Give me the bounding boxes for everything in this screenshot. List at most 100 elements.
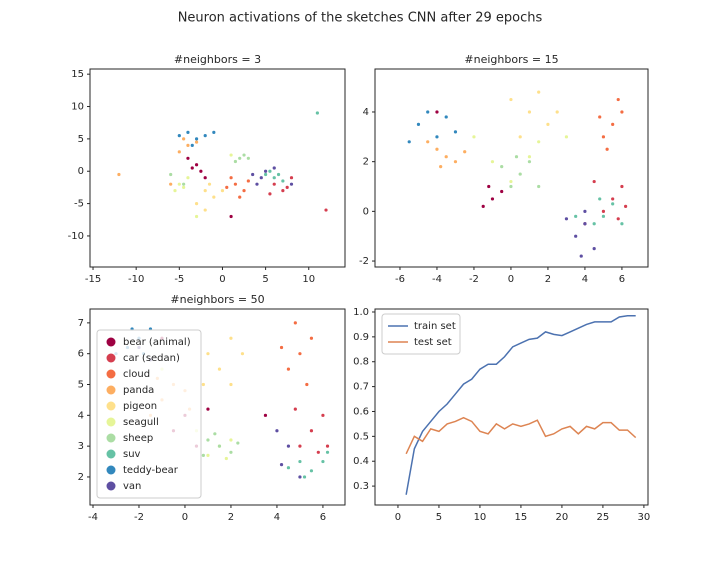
y-tick-label: -5 [74, 199, 84, 210]
point [583, 209, 587, 213]
x-tick-label: 6 [320, 512, 326, 523]
axes-frame [89, 308, 346, 506]
point [276, 172, 281, 177]
point [275, 429, 279, 433]
x-tick-label: 5 [262, 274, 268, 285]
point [611, 197, 615, 201]
point [169, 182, 173, 186]
point [616, 217, 620, 221]
y-tick-label: 4 [363, 107, 369, 118]
point [435, 110, 439, 114]
x-tick-label: -4 [88, 512, 98, 523]
point [286, 367, 291, 371]
subplot-title: #neighbors = 3 [174, 53, 261, 66]
point [240, 352, 245, 356]
point [194, 163, 199, 167]
point [225, 185, 229, 190]
point [220, 189, 225, 193]
x-tick-label: 4 [274, 512, 280, 523]
point [527, 110, 532, 114]
point [206, 453, 210, 457]
point [286, 444, 291, 448]
point [298, 444, 302, 448]
point [207, 182, 212, 186]
point [264, 169, 268, 173]
point [182, 137, 186, 141]
point [321, 413, 325, 417]
point [509, 184, 513, 189]
point [236, 441, 240, 445]
point [229, 450, 233, 454]
point [592, 247, 596, 251]
point [186, 143, 190, 147]
y-tick-label: 5 [78, 380, 84, 391]
point [194, 201, 199, 206]
point [281, 189, 285, 193]
point [206, 407, 210, 411]
point [598, 197, 602, 201]
point [453, 130, 458, 134]
point [233, 159, 238, 164]
point [194, 214, 199, 219]
point [203, 134, 207, 138]
point [242, 189, 246, 193]
point [177, 134, 181, 138]
point [509, 179, 513, 184]
point [268, 169, 272, 173]
x-tick-label: 0 [219, 274, 225, 285]
point [229, 382, 233, 387]
point [324, 208, 328, 212]
point [592, 222, 596, 226]
legend-label: teddy-bear [123, 465, 179, 476]
plot-area [405, 314, 637, 495]
point [298, 475, 302, 479]
legend-label: pigeon [123, 401, 157, 412]
point [182, 182, 186, 186]
x-tick-label: -2 [469, 274, 479, 285]
x-tick-label: 0 [395, 512, 401, 523]
point [605, 147, 609, 151]
point [238, 195, 242, 199]
point [302, 475, 307, 479]
point [169, 172, 173, 177]
point [212, 130, 216, 135]
point [217, 367, 222, 371]
y-tick-label: 0.5 [353, 431, 369, 442]
axes-frame [374, 68, 649, 268]
point [201, 382, 205, 387]
x-tick-label: -2 [134, 512, 144, 523]
point [281, 179, 285, 183]
point [242, 153, 246, 157]
point [527, 160, 532, 164]
x-tick-label: -6 [395, 274, 405, 285]
point [592, 179, 596, 184]
point [490, 197, 495, 201]
point [293, 321, 297, 325]
point [500, 165, 504, 169]
point [238, 156, 242, 160]
legend-marker [106, 401, 116, 411]
point [472, 135, 476, 139]
x-tick-label: 2 [228, 512, 234, 523]
point [229, 214, 233, 219]
legend-marker [106, 353, 116, 363]
y-tick-label: 5 [78, 134, 84, 145]
point [481, 204, 485, 208]
y-tick-label: 15 [71, 69, 84, 80]
point [315, 111, 319, 115]
legend-marker [106, 481, 116, 491]
point [217, 444, 222, 448]
x-tick-label: 0 [182, 512, 188, 523]
point [229, 153, 233, 157]
point [407, 140, 411, 144]
point [564, 135, 569, 139]
point [537, 90, 541, 94]
point [514, 155, 519, 159]
y-tick-label: 0.4 [353, 456, 369, 467]
legend-label: panda [123, 385, 154, 396]
point [182, 185, 186, 190]
y-tick-label: 0 [78, 166, 84, 177]
point [487, 184, 491, 189]
point [213, 432, 217, 436]
point [264, 172, 268, 177]
